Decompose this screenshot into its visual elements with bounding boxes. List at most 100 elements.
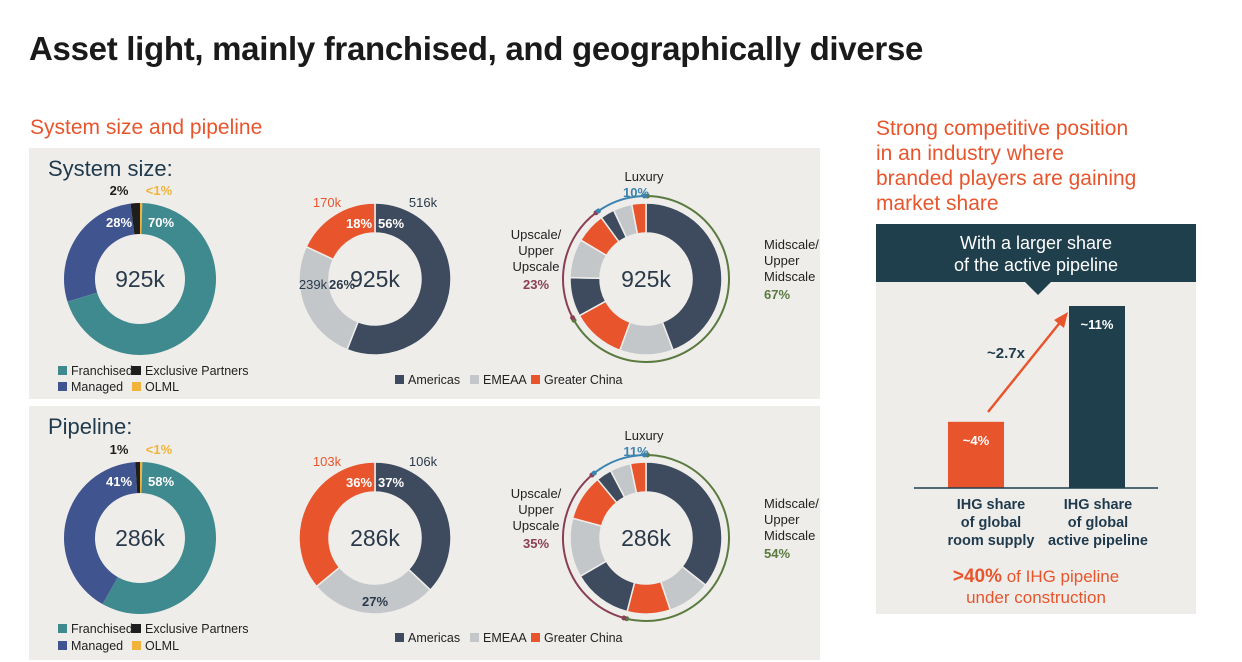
growth-arrowhead: [1054, 312, 1068, 328]
donut-center-label: 286k: [621, 525, 671, 551]
donut-slice-greater-china: [298, 461, 376, 588]
heading-line: Strong competitive position: [876, 117, 1129, 140]
group-label-upscale: Upscale/Upper Upscale: [511, 486, 562, 533]
group-label-upscale: Upscale/Upper Upscale: [511, 227, 562, 274]
bar-label-room-supply: IHG share of global room supply: [947, 497, 1035, 549]
bar-1: [1069, 306, 1125, 488]
slice-label-emeaa: 26%: [329, 277, 355, 292]
footnote-text: of IHG pipeline: [1001, 567, 1120, 586]
legend-item-exclusive-partners: Exclusive Partners: [132, 364, 249, 378]
legend-item-managed: Managed: [58, 639, 123, 653]
bar-value-label: ~11%: [1081, 317, 1114, 332]
count-label-greater-china: 103k: [313, 454, 342, 469]
legend-item-americas: Americas: [395, 631, 460, 645]
slice-label-franchised: 58%: [148, 474, 174, 489]
panel-title-pipeline: Pipeline:: [48, 414, 133, 439]
group-value-luxury: 10%: [623, 185, 649, 200]
banner-line: of the active pipeline: [953, 255, 1119, 275]
donut-slice-franchised: [102, 462, 216, 614]
banner-pointer: [1024, 281, 1052, 295]
legend-item-greater-china: Greater China: [531, 631, 623, 645]
slice-label-olml: <1%: [146, 442, 173, 457]
count-label-emeaa: 239k: [299, 277, 328, 292]
ownership-donut: [64, 203, 216, 355]
section-heading-system-size-pipeline: System size and pipeline: [30, 116, 263, 139]
bracket-end-luxury: [642, 193, 648, 199]
bracket-luxury: [597, 195, 645, 212]
banner-line: With a larger share: [959, 233, 1113, 253]
group-label-luxury: Luxury: [624, 428, 664, 443]
slice-label-americas: 37%: [378, 475, 404, 490]
donut-slice-olml: [140, 203, 143, 235]
count-label-americas: 106k: [409, 454, 438, 469]
donut-slice-exclusive-partners: [130, 203, 140, 235]
donut-center-label: 286k: [350, 525, 400, 551]
donut-center-label: 286k: [115, 525, 165, 551]
bar-value-label: ~4%: [963, 433, 990, 448]
slice-label-exclusive-partners: 1%: [110, 442, 129, 457]
count-label-greater-china: 170k: [313, 195, 342, 210]
count-label-americas: 516k: [409, 195, 438, 210]
slice-label-exclusive-partners: 2%: [110, 183, 129, 198]
group-label-midscale: Midscale/Upper Midscale: [764, 237, 819, 284]
legend-item-olml: OLML: [132, 639, 179, 653]
bracket-end-upscale: [570, 315, 576, 321]
footnote-highlight: >40%: [952, 566, 1002, 587]
footnote-text: under construction: [966, 588, 1106, 607]
donut-center-label: 925k: [115, 266, 165, 292]
region-donut: [298, 461, 452, 615]
slice-label-franchised: 70%: [148, 215, 174, 230]
panel-title-system-size: System size:: [48, 156, 173, 181]
legend-item-franchised: Franchised: [58, 622, 133, 636]
bracket-end-luxury: [642, 452, 648, 458]
legend-item-managed: Managed: [58, 380, 123, 394]
donut-slice-olml: [140, 462, 143, 494]
chain-scale-donut: [569, 202, 723, 356]
donut-slice-americas: [346, 202, 452, 356]
donut-slice-luxury-greater-china: [630, 202, 647, 235]
donut-slice-managed: [64, 203, 135, 302]
slice-label-greater-china: 36%: [346, 475, 372, 490]
slice-label-olml: <1%: [146, 183, 173, 198]
group-value-midscale: 54%: [764, 546, 790, 561]
legend-item-emeaa: EMEAA: [470, 631, 527, 645]
under-construction-note: >40% of IHG pipeline under construction: [876, 566, 1196, 608]
competitive-position-heading: Strong competitive position in an indust…: [876, 116, 1226, 216]
donut-slice-managed: [64, 462, 138, 605]
donut-slice-americas: [374, 461, 452, 592]
region-donut: [298, 202, 452, 356]
legend-item-emeaa: EMEAA: [470, 373, 527, 387]
pipeline-share-box: With a larger share of the active pipeli…: [876, 224, 1196, 614]
chain-scale-donut: [569, 461, 723, 615]
donut-slice-franchised: [67, 203, 216, 355]
bracket-upscale: [562, 474, 625, 619]
bar-label-active-pipeline: IHG share of global active pipeline: [1048, 497, 1148, 549]
bracket-midscale: [626, 454, 730, 622]
bracket-luxury: [593, 454, 645, 474]
slice-label-managed: 28%: [106, 215, 132, 230]
group-value-upscale: 23%: [523, 277, 549, 292]
bracket-end-upscale: [621, 615, 627, 621]
ownership-donut: [64, 462, 216, 614]
donut-center-label: 925k: [350, 266, 400, 292]
donut-center-label: 925k: [621, 266, 671, 292]
heading-line: market share: [876, 192, 999, 215]
group-value-midscale: 67%: [764, 287, 790, 302]
group-value-upscale: 35%: [523, 536, 549, 551]
legend-item-americas: Americas: [395, 373, 460, 387]
bracket-midscale: [573, 195, 730, 363]
group-label-luxury: Luxury: [624, 169, 664, 184]
donut-slice-emeaa: [298, 245, 360, 351]
group-label-midscale: Midscale/Upper Midscale: [764, 496, 819, 543]
donut-slice-exclusive-partners: [135, 462, 140, 494]
slice-label-americas: 56%: [378, 216, 404, 231]
bracket-end-luxury: [595, 208, 601, 214]
slice-label-managed: 41%: [106, 474, 132, 489]
slice-label-greater-china: 18%: [346, 216, 372, 231]
bar-0: [948, 421, 1004, 488]
legend-item-exclusive-partners: Exclusive Partners: [132, 622, 249, 636]
bracket-upscale: [562, 211, 597, 319]
heading-line: branded players are gaining: [876, 167, 1137, 190]
bracket-end-luxury: [591, 470, 597, 476]
